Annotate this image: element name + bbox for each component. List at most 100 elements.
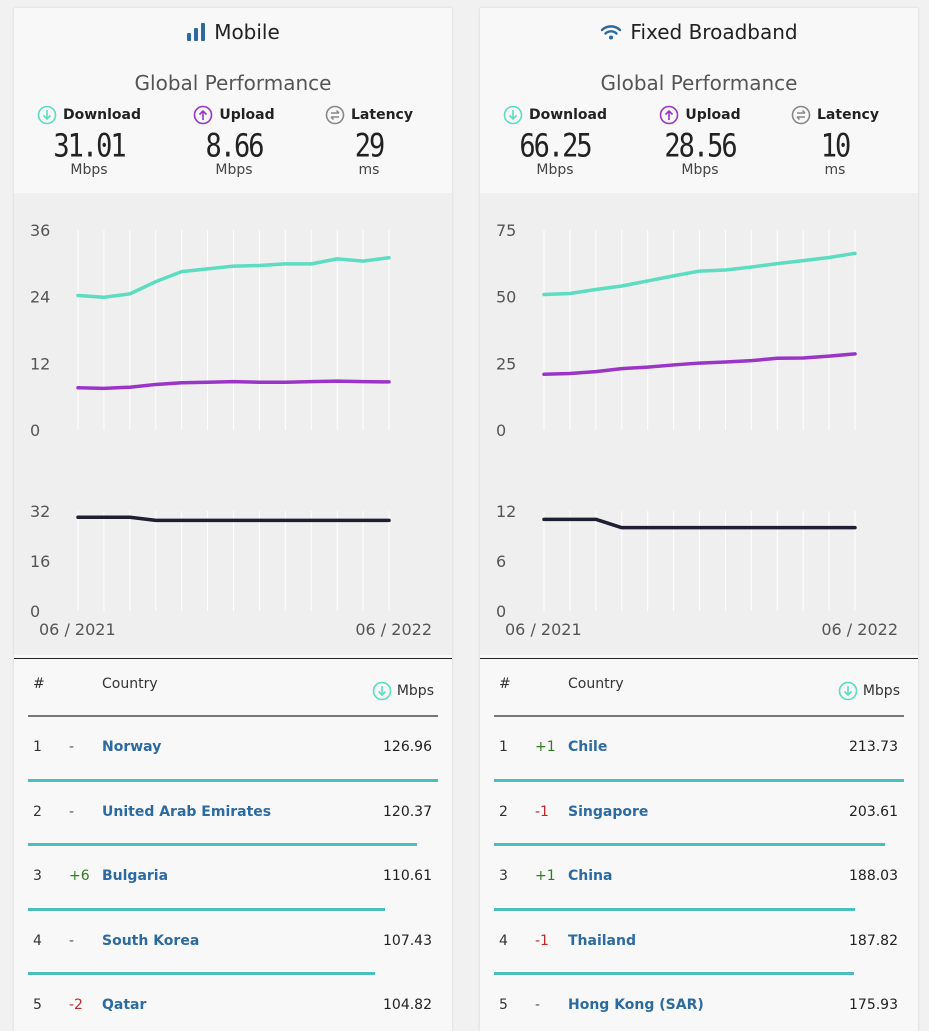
row-country-link[interactable]: Chile: [568, 739, 608, 755]
metric-value: 28.56: [664, 127, 737, 165]
row-rank-change: -1: [535, 932, 549, 949]
panel-title-text: Mobile: [214, 20, 280, 44]
signal-bars-icon: [187, 23, 206, 41]
y-tick-label: 0: [496, 421, 506, 440]
series-line-latency: [76, 515, 391, 523]
table-row[interactable]: 2 -1 Singapore 203.61: [494, 782, 904, 846]
metric-value: 31.01: [53, 127, 126, 165]
download-arrow-icon: [37, 105, 57, 125]
metric-upload: Upload 8.66 Mbps: [169, 105, 299, 178]
row-speed-bar: [28, 907, 386, 911]
header-speed-label: Mbps: [396, 683, 434, 699]
ranking-table: # Country Mbps 1 - Norway 126.96 2 - United Ar…: [14, 655, 452, 1031]
row-country-link[interactable]: Norway: [102, 739, 162, 755]
download-arrow-icon: [503, 105, 523, 125]
row-speed: 120.37: [383, 803, 432, 820]
latency-icon: [325, 105, 345, 125]
row-country-link[interactable]: China: [568, 868, 613, 884]
row-speed: 107.43: [383, 932, 432, 949]
panel-title: Mobile: [14, 20, 452, 44]
row-country-link[interactable]: Bulgaria: [102, 868, 169, 884]
row-rank: 3: [499, 868, 508, 884]
row-country-link[interactable]: South Korea: [102, 932, 200, 949]
metric-unit: Mbps: [215, 162, 253, 178]
table-row[interactable]: 4 -1 Thailand 187.82: [494, 911, 904, 975]
series-line-upload: [76, 379, 391, 391]
chart-divider: [14, 658, 452, 659]
row-rank: 4: [499, 932, 508, 949]
row-speed: 126.96: [383, 739, 432, 755]
metric-label: Download: [528, 107, 608, 123]
metric-download: Download 66.25 Mbps: [490, 105, 620, 178]
row-rank-change: -: [69, 739, 75, 755]
chart-svg: 0 25 50 75 0 6 12 06 / 2021 06 / 2022: [496, 221, 898, 639]
x-tick-label: 06 / 2021: [39, 620, 116, 639]
row-speed-bar: [28, 843, 417, 846]
table-row[interactable]: 5 -2 Qatar 104.82: [28, 975, 438, 1031]
row-country-link[interactable]: Singapore: [568, 803, 649, 820]
y-tick-label: 12: [496, 502, 516, 521]
row-country-link[interactable]: Thailand: [568, 932, 636, 949]
upload-arrow-icon: [660, 105, 679, 125]
table-row[interactable]: 3 +6 Bulgaria 110.61: [28, 846, 438, 911]
row-speed: 104.82: [383, 997, 432, 1013]
row-rank-change: +1: [535, 739, 556, 755]
metric-download: Download 31.01 Mbps: [24, 105, 154, 178]
metric-unit: ms: [824, 162, 846, 178]
row-rank-change: -1: [535, 803, 549, 820]
table-row[interactable]: 1 - Norway 126.96: [28, 717, 438, 782]
row-speed: 203.61: [849, 803, 898, 820]
x-tick-label: 06 / 2022: [821, 620, 898, 639]
y-tick-label: 36: [30, 221, 50, 240]
row-country-link[interactable]: Hong Kong (SAR): [568, 997, 704, 1013]
row-speed: 187.82: [849, 932, 898, 949]
y-tick-label: 12: [30, 354, 50, 373]
table-row[interactable]: 1 +1 Chile 213.73: [494, 717, 904, 782]
row-rank-change: -: [535, 997, 541, 1013]
metric-value: 8.66: [205, 127, 264, 165]
row-rank-change: -: [69, 932, 75, 949]
chart-divider: [480, 658, 918, 659]
metric-latency: Latency 29 ms: [304, 105, 434, 178]
header-rank: #: [33, 676, 45, 692]
metric-unit: Mbps: [70, 162, 108, 178]
y-tick-label: 6: [496, 552, 506, 571]
row-country-link[interactable]: United Arab Emirates: [102, 803, 272, 820]
latency-icon: [791, 105, 811, 125]
table-row[interactable]: 5 - Hong Kong (SAR) 175.93: [494, 975, 904, 1031]
header-speed: Mbps: [838, 681, 900, 701]
fixed-broadband-panel: Fixed Broadband Global Performance Downl…: [480, 8, 918, 1031]
series-line-latency: [542, 517, 857, 530]
y-tick-label: 50: [496, 288, 516, 307]
row-speed-bar: [28, 972, 375, 975]
row-rank: 1: [499, 739, 508, 755]
y-tick-label: 25: [496, 354, 516, 373]
row-rank: 5: [33, 997, 42, 1013]
metric-label: Upload: [219, 107, 275, 123]
series-line-download: [76, 255, 391, 299]
wifi-icon: [601, 25, 622, 40]
upload-arrow-icon: [194, 105, 213, 125]
row-rank: 3: [33, 868, 42, 884]
metric-label: Latency: [351, 107, 413, 123]
table-row[interactable]: 2 - United Arab Emirates 120.37: [28, 782, 438, 846]
ranking-table: # Country Mbps 1 +1 Chile 213.73 2 -1 Singapor…: [480, 655, 918, 1031]
y-tick-label: 16: [30, 552, 50, 571]
header-country: Country: [568, 676, 624, 692]
panel-subtitle: Global Performance: [600, 71, 798, 95]
row-rank: 2: [499, 803, 508, 820]
row-rank: 5: [499, 997, 508, 1013]
table-row[interactable]: 4 - South Korea 107.43: [28, 911, 438, 975]
row-rank: 2: [33, 803, 42, 820]
panel-subtitle: Global Performance: [134, 71, 332, 95]
panel-title-text: Fixed Broadband: [630, 20, 798, 44]
row-country-link[interactable]: Qatar: [102, 997, 147, 1013]
panel-title: Fixed Broadband: [480, 20, 918, 44]
metric-value: 29: [354, 127, 386, 165]
metric-label: Download: [62, 107, 142, 123]
download-arrow-icon: [372, 681, 392, 701]
metric-unit: Mbps: [536, 162, 574, 178]
row-speed: 188.03: [849, 868, 898, 884]
metric-unit: Mbps: [681, 162, 719, 178]
table-row[interactable]: 3 +1 China 188.03: [494, 846, 904, 911]
